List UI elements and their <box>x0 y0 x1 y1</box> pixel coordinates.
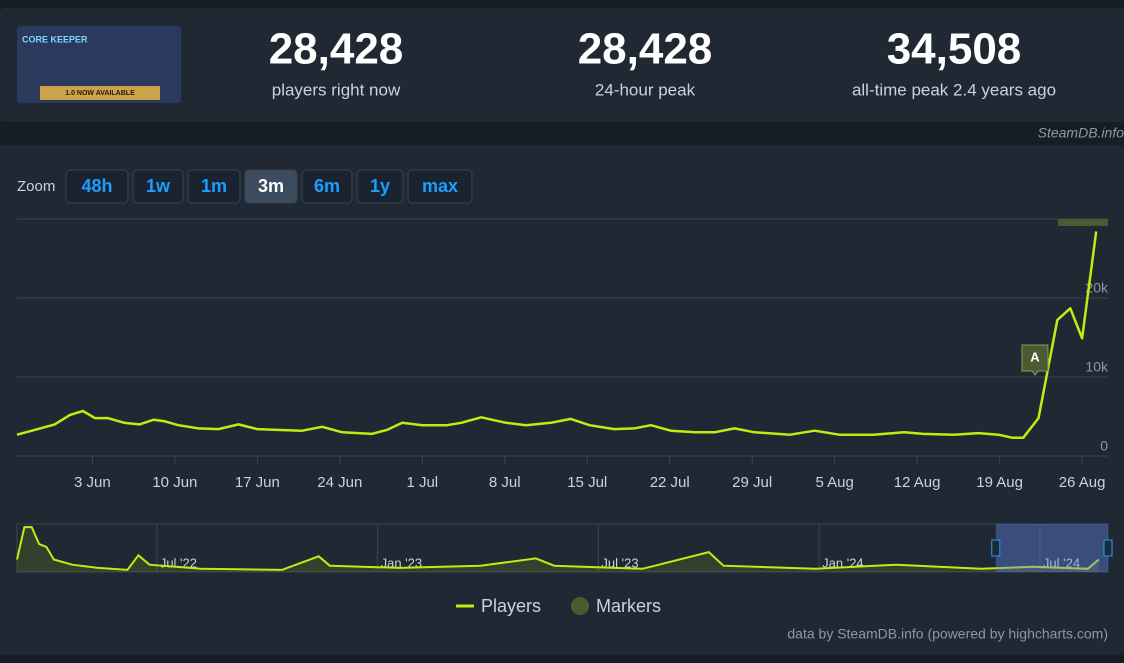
plot: 0 10k 20k 3 Jun 10 Jun 17 Jun 24 Jun 1 Jul 8 Jul… <box>16 218 1109 491</box>
navigator-handle[interactable] <box>1103 539 1113 557</box>
stat-label: players right now <box>272 80 401 99</box>
zoom-button-label: 3m <box>258 176 284 196</box>
x-tick-label: 17 Jun <box>235 474 280 491</box>
zoom-buttons: 48h 1w 1m 3m 6m 1y max <box>65 169 473 204</box>
zoom-button-label: 1y <box>370 176 390 196</box>
y-tick-label: 20k <box>1085 280 1109 296</box>
x-tick-label: 15 Jul <box>567 474 607 491</box>
x-tick-label: 22 Jul <box>650 474 690 491</box>
zoom-button-label: 48h <box>81 176 112 196</box>
navigator-line <box>16 526 1100 571</box>
thumbnail-banner-bg <box>40 86 160 100</box>
players-line <box>16 231 1098 440</box>
y-tick-label: 10k <box>1085 359 1109 375</box>
marker-strip <box>1058 219 1108 226</box>
zoom-button[interactable] <box>356 169 404 204</box>
x-tick-label: 10 Jun <box>152 474 197 491</box>
x-tick-label: 19 Aug <box>976 474 1023 491</box>
zoom-button-label: max <box>422 176 458 196</box>
chart-panel <box>0 145 1124 655</box>
legend-players[interactable]: Players <box>481 596 541 616</box>
legend-markers[interactable]: Markers <box>596 596 661 616</box>
zoom-button-label: 6m <box>314 176 340 196</box>
x-tick-label: 5 Aug <box>815 474 853 491</box>
x-tick-label: 1 Jul <box>406 474 438 491</box>
navigator-selection[interactable] <box>995 524 1108 572</box>
x-tick-label: 24 Jun <box>317 474 362 491</box>
marker-label: A <box>1030 349 1040 364</box>
zoom-button[interactable] <box>407 169 473 204</box>
stats-panel <box>0 8 1124 122</box>
zoom-button[interactable] <box>132 169 184 204</box>
zoom-label: Zoom <box>17 178 55 195</box>
stat-value: 28,428 <box>269 25 404 74</box>
x-tick-label: 29 Jul <box>732 474 772 491</box>
legend-markers-symbol <box>571 597 589 615</box>
y-tick-label: 0 <box>1100 438 1108 454</box>
navigator-handle[interactable] <box>991 539 1001 557</box>
x-tick-label: 26 Aug <box>1059 474 1106 491</box>
marker-flag[interactable] <box>1021 344 1049 376</box>
zoom-button-label: 1w <box>146 176 171 196</box>
stat-value: 28,428 <box>578 25 713 74</box>
zoom-button[interactable] <box>187 169 241 204</box>
x-tick-label: 12 Aug <box>894 474 941 491</box>
credit: SteamDB.info <box>1038 125 1124 141</box>
game-thumbnail[interactable] <box>17 26 181 103</box>
stat-label: 24-hour peak <box>595 80 696 99</box>
x-tick-label: 3 Jun <box>74 474 111 491</box>
zoom-button[interactable] <box>244 169 298 204</box>
stats: 28,428 players right now 28,428 24-hour pea… <box>269 25 1056 100</box>
thumbnail-banner: 1.0 NOW AVAILABLE <box>65 90 135 97</box>
zoom-button[interactable] <box>301 169 353 204</box>
x-tick-label: 8 Jul <box>489 474 521 491</box>
thumbnail-title: CORE KEEPER <box>22 34 88 44</box>
stat-label: all-time peak 2.4 years ago <box>852 80 1056 99</box>
zoom-button-label: 1m <box>201 176 227 196</box>
zoom-button[interactable] <box>65 169 129 204</box>
stat-value: 34,508 <box>887 25 1022 74</box>
footer: data by SteamDB.info (powered by highcha… <box>787 626 1108 642</box>
